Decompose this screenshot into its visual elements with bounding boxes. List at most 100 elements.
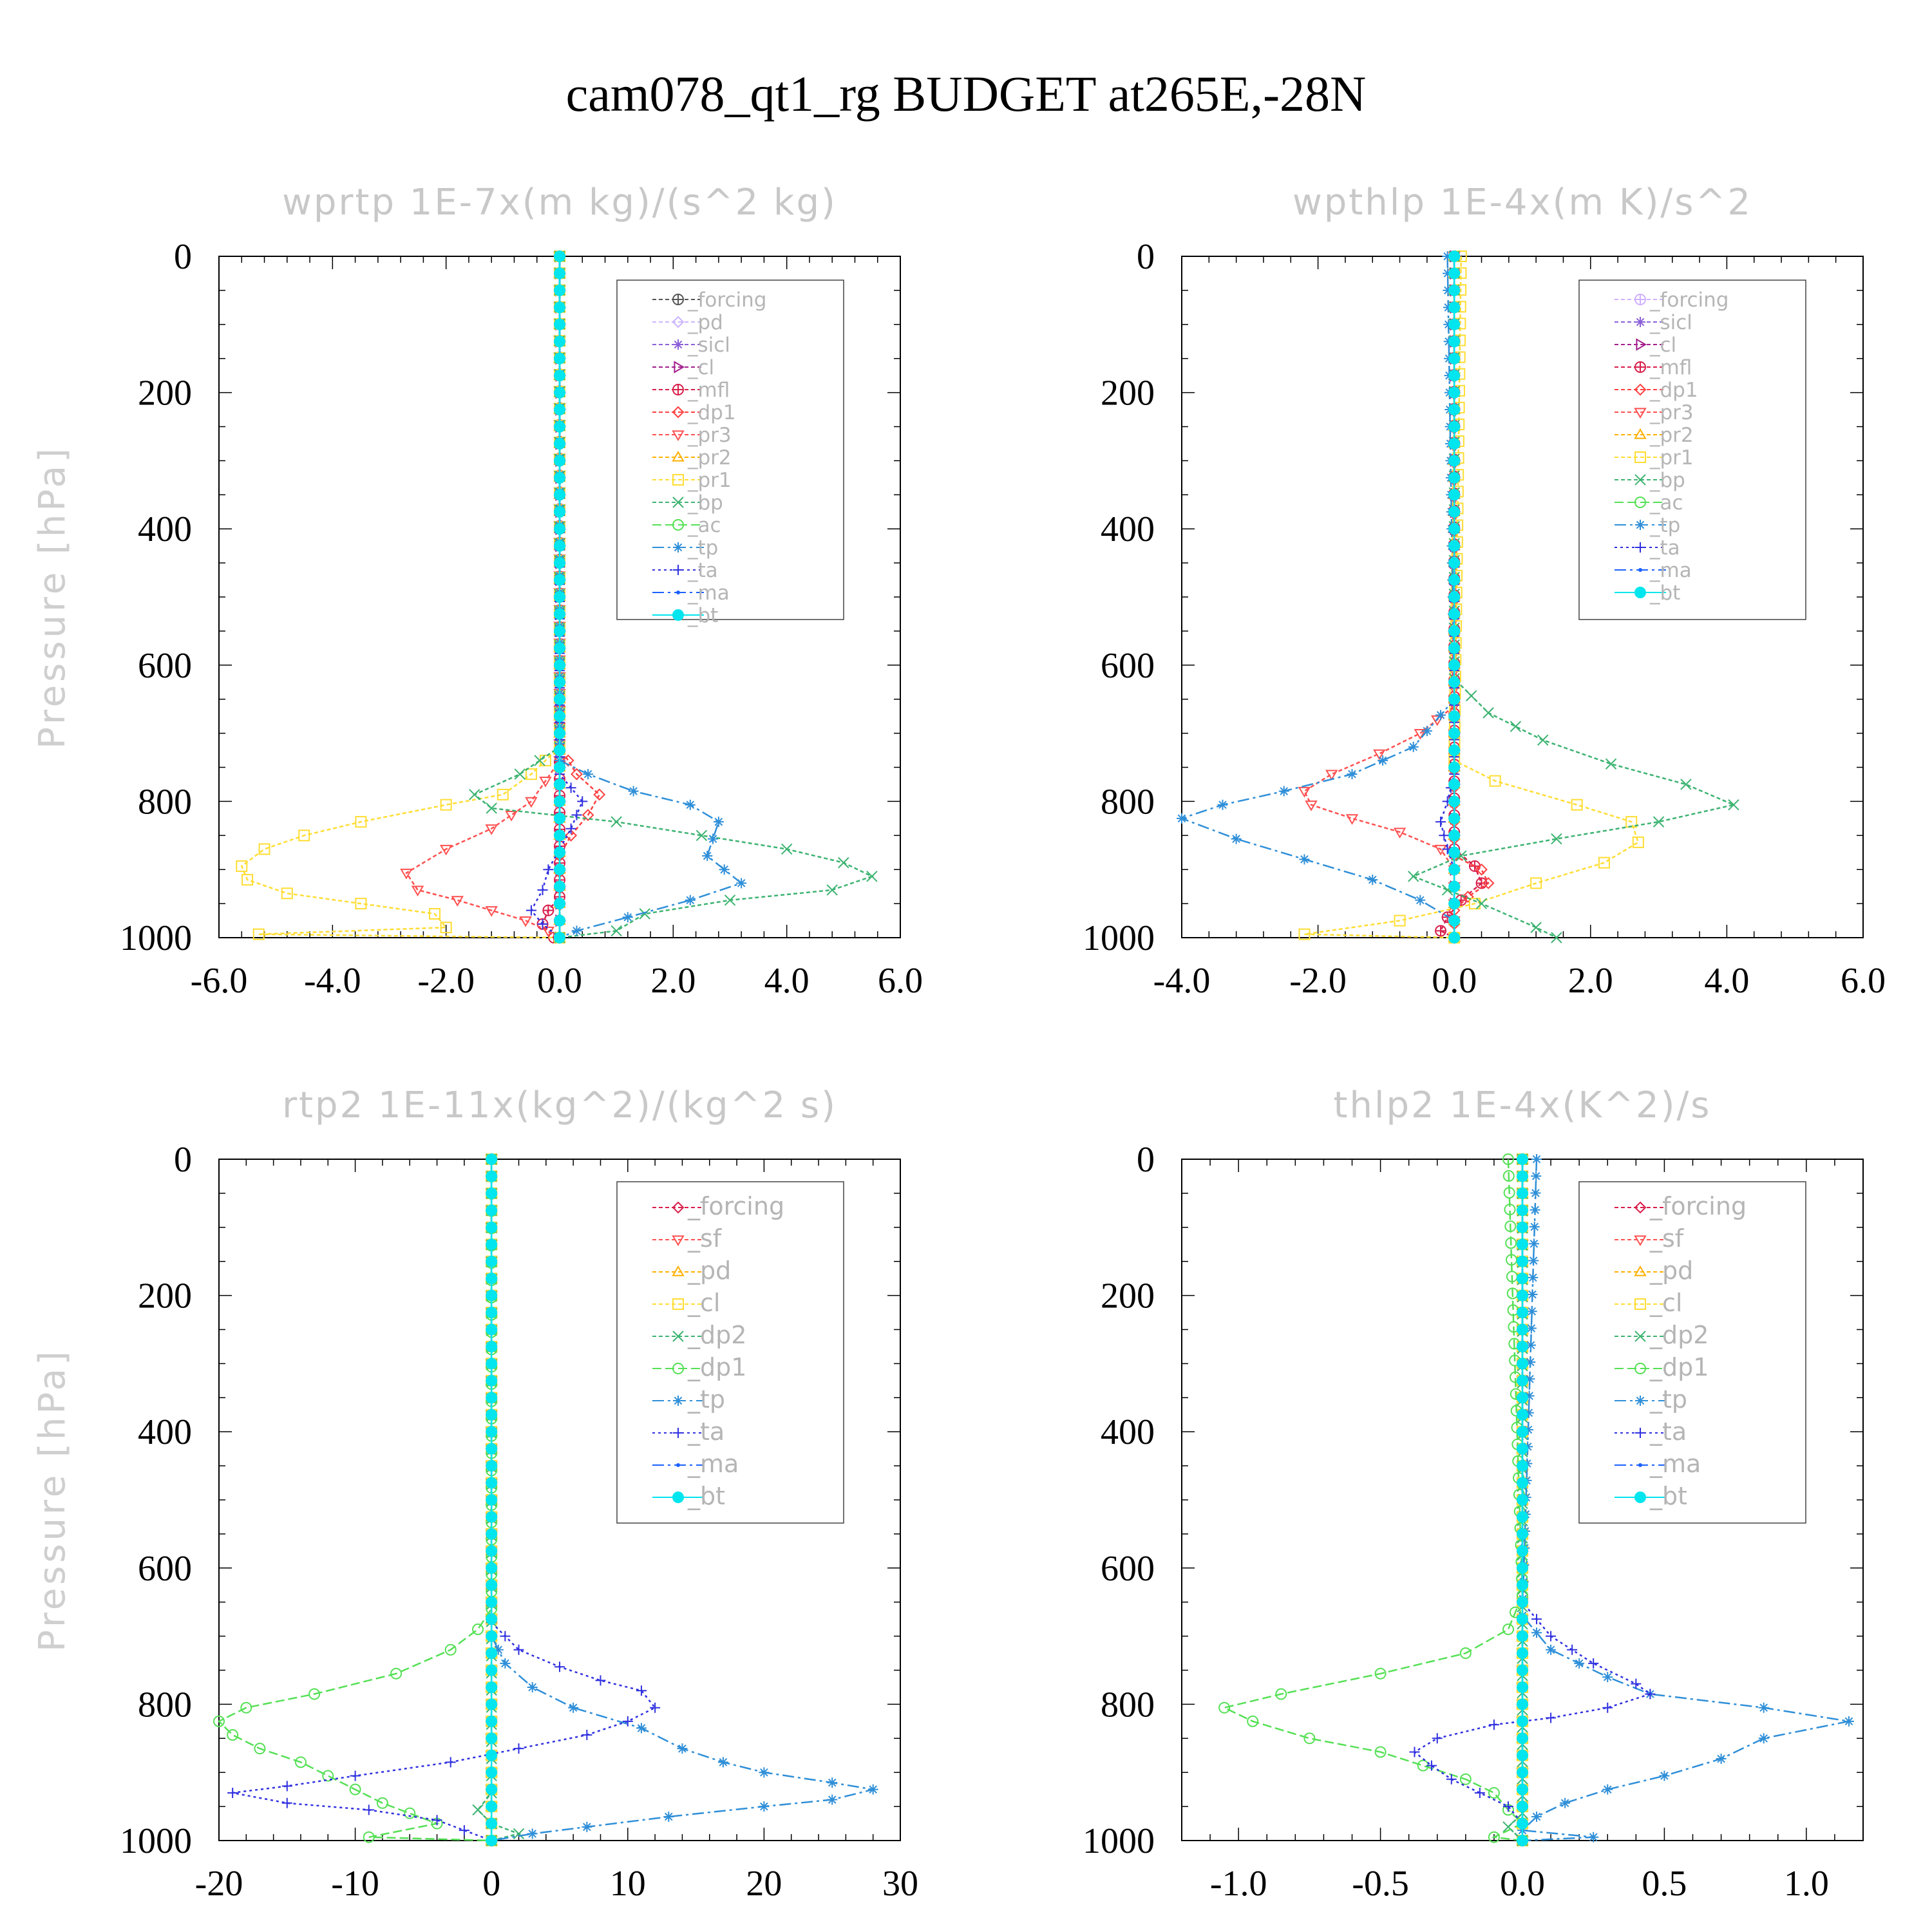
legend-marker [1634,1201,1647,1214]
data-point [827,1777,838,1788]
legend-label: _dp2 [1649,1321,1709,1349]
data-point [1298,786,1311,798]
legend: _forcing _sf _pd _cl _dp2 _dp1 _tp _ta _ma _bt [616,1181,844,1524]
data-point [1517,1613,1528,1625]
data-point [554,659,565,671]
data-point [486,1477,498,1489]
data-point [826,884,838,896]
data-point [1305,800,1318,811]
data-point [486,1664,498,1676]
data-point [554,625,565,637]
data-point [1448,676,1461,688]
data-point [685,895,696,905]
data-point [486,1835,498,1846]
data-point [1517,1426,1528,1438]
data-point [867,1784,878,1795]
data-point [486,1511,498,1523]
data-point [493,1644,504,1655]
data-point [1517,1817,1528,1830]
data-point [1448,404,1461,416]
data-point [554,898,565,910]
legend: _forcing_sicl_cl_mfl_dp1_pr3_pr2_pr1_bp_… [1578,279,1806,620]
data-point [1523,1407,1534,1418]
data-point [554,251,565,262]
data-point [1345,814,1359,825]
data-point [554,540,565,552]
legend-label: _bt [1649,582,1680,605]
data-point [363,1804,374,1815]
data-point [554,812,565,824]
data-point [1632,836,1644,848]
data-point [258,843,270,855]
data-point [1414,729,1427,740]
data-point [486,1698,498,1710]
data-point [281,1781,292,1792]
data-point [582,809,594,821]
data-point [554,608,565,620]
x-tick-label: 2.0 [650,961,696,1001]
data-point [486,1528,498,1540]
data-point [1531,1811,1542,1822]
data-point [1522,1425,1533,1435]
data-point [376,1797,388,1809]
data-point [1448,846,1461,858]
data-point [1546,1631,1557,1642]
data-point [1631,1678,1642,1689]
legend-label: _mfl [1649,356,1692,379]
data-point [1448,744,1461,757]
legend-marker [672,1235,685,1246]
data-point [554,523,565,535]
data-point [350,1770,361,1781]
legend-label: _dp1 [1649,379,1698,402]
x-tick-label: -10 [331,1864,379,1904]
legend-label: _ma [687,1450,739,1478]
figure-title: cam078_qt1_rg BUDGET at265E,-28N [566,66,1367,122]
legend-label: _pd [687,311,723,334]
data-point [1574,1658,1585,1669]
data-point [1517,1307,1528,1319]
x-tick-label: 4.0 [1704,961,1749,1001]
data-point [1443,285,1454,296]
legend-label: _tp [687,536,718,560]
data-point [254,1743,266,1755]
legend-label: _pr3 [687,424,732,447]
legend-marker [672,1298,684,1310]
legend-marker [676,1463,680,1467]
data-point [1645,1689,1656,1700]
data-point [1517,1374,1528,1387]
data-point [1367,875,1378,886]
legend-marker [1634,383,1647,396]
series-group [236,250,878,944]
data-point [1435,710,1446,721]
data-point [1459,1647,1472,1660]
data-point [308,1688,321,1700]
data-point [593,788,606,801]
data-point [1758,1733,1769,1744]
data-point [486,1408,498,1421]
data-point [554,557,565,569]
data-point [355,816,367,828]
data-point [1517,1630,1528,1642]
data-point [554,591,565,603]
series-group [1218,1153,1854,1847]
data-point [696,829,708,842]
legend-marker [1634,1363,1646,1374]
data-point [1605,758,1617,770]
data-point [554,710,565,723]
legend-box [1578,1181,1806,1524]
data-point [1347,769,1358,780]
legend-marker [1634,1298,1646,1310]
data-point [1843,1716,1854,1727]
x-tick-label: -2.0 [417,961,475,1001]
data-point [1510,721,1522,732]
legend-label: _cl [687,1289,720,1317]
data-point [1448,642,1461,654]
legend-label: _forcing [1649,289,1728,312]
panel-title: wpthlp 1E-4x(m K)/s^2 [1293,182,1752,223]
legend-marker [672,519,684,531]
data-point [1298,928,1311,940]
data-point [1488,1831,1500,1843]
data-point [525,797,538,808]
legend-label: _pd [687,1256,731,1285]
y-tick-label: 400 [138,509,192,549]
